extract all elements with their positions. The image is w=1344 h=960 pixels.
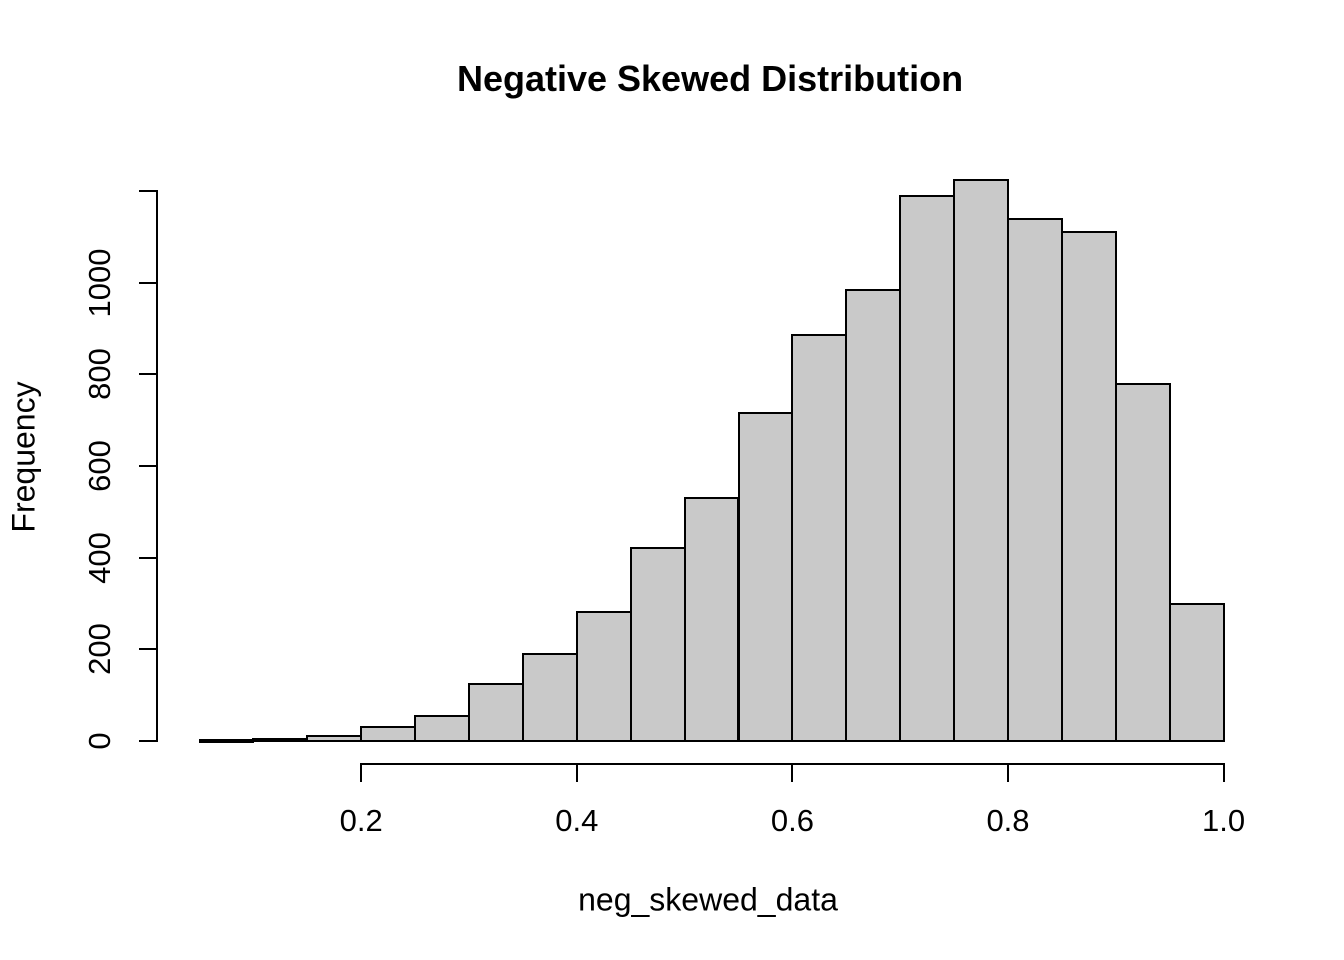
- histogram-bar: [306, 735, 363, 742]
- y-tick-label: 0: [82, 732, 117, 750]
- y-axis-tick: [138, 556, 157, 559]
- histogram-bar: [629, 546, 686, 742]
- x-axis-tick: [1222, 763, 1225, 782]
- histogram-bar: [521, 652, 578, 742]
- y-axis-tick: [138, 465, 157, 467]
- histogram-bar: [252, 737, 309, 742]
- y-tick-label: 400: [82, 531, 117, 584]
- y-axis-tick: [138, 373, 157, 376]
- y-tick-label: 1000: [82, 248, 117, 318]
- histogram-bar: [575, 611, 632, 742]
- histogram-bar: [953, 178, 1009, 742]
- histogram-bar: [737, 412, 794, 742]
- histogram-bar: [791, 334, 848, 742]
- histogram-bar: [1007, 217, 1063, 742]
- histogram-bar: [845, 288, 902, 742]
- x-tick-label: 0.2: [339, 803, 383, 838]
- histogram-bar: [468, 682, 524, 742]
- histogram-bar: [1114, 383, 1171, 742]
- y-axis-tick: [138, 281, 157, 284]
- y-tick-label: 200: [82, 623, 117, 676]
- y-axis-title: Frequency: [5, 381, 42, 533]
- histogram-bar: [414, 714, 470, 742]
- x-tick-label: 0.8: [986, 803, 1030, 838]
- x-tick-label: 0.4: [555, 803, 599, 838]
- x-axis-tick: [360, 763, 363, 782]
- x-axis-tick: [1007, 763, 1009, 782]
- x-tick-label: 1.0: [1202, 803, 1246, 838]
- y-axis-tick: [138, 648, 157, 651]
- x-axis-tick: [575, 763, 578, 782]
- histogram-bar: [1060, 231, 1117, 742]
- y-tick-label: 800: [82, 348, 117, 401]
- y-axis-tick: [138, 190, 157, 192]
- histogram-bar: [899, 194, 956, 742]
- histogram-bar: [198, 739, 255, 744]
- x-tick-label: 0.6: [770, 803, 814, 838]
- y-axis-line: [155, 190, 158, 742]
- chart-title: Negative Skewed Distribution: [456, 58, 964, 99]
- histogram-bar: [1168, 602, 1225, 742]
- y-tick-label: 600: [82, 440, 117, 492]
- histogram-bar: [360, 726, 417, 742]
- x-axis-title: neg_skewed_data: [578, 881, 838, 918]
- x-axis-tick: [791, 763, 794, 782]
- y-axis-tick: [138, 740, 157, 742]
- histogram-bar: [683, 497, 740, 742]
